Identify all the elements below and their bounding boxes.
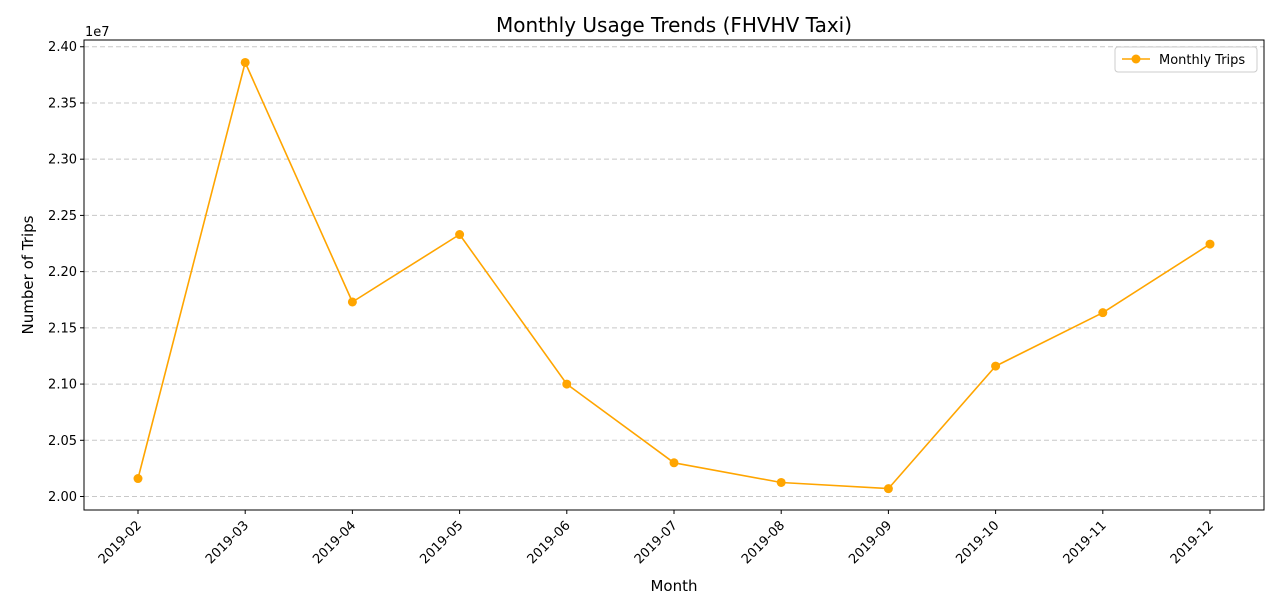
x-axis-label: Month bbox=[650, 577, 697, 595]
y-tick-label: 2.25 bbox=[48, 209, 77, 224]
legend-box bbox=[1114, 46, 1258, 73]
y-axis-ticks: 2.00 2.05 2.10 2.15 2.20 2.25 2.30 2.35 2.40 bbox=[48, 40, 84, 505]
data-point bbox=[991, 361, 1001, 371]
data-point bbox=[1098, 308, 1108, 318]
y-tick-label: 2.15 bbox=[48, 321, 77, 336]
y-tick-label: 2.20 bbox=[48, 265, 77, 280]
data-point bbox=[347, 297, 357, 307]
data-point bbox=[455, 230, 465, 240]
data-point bbox=[133, 474, 143, 484]
y-tick-label: 2.10 bbox=[48, 378, 77, 393]
legend-marker-swatch bbox=[1131, 54, 1141, 64]
legend: Monthly Trips bbox=[1114, 46, 1258, 73]
data-point bbox=[562, 379, 572, 389]
y-tick-label: 2.35 bbox=[48, 96, 77, 111]
y-axis-label: Number of Trips bbox=[19, 215, 37, 334]
grid-lines bbox=[84, 46, 1264, 498]
y-offset-label: 1e7 bbox=[85, 25, 110, 40]
chart-title: Monthly Usage Trends (FHVHV Taxi) bbox=[496, 13, 852, 37]
plot-frame bbox=[83, 39, 1265, 511]
data-point bbox=[1205, 239, 1215, 249]
y-tick-label: 2.00 bbox=[48, 490, 77, 505]
data-point bbox=[883, 484, 893, 494]
y-tick-label: 2.05 bbox=[48, 434, 77, 449]
data-point bbox=[240, 57, 250, 67]
y-tick-label: 2.30 bbox=[48, 153, 77, 168]
data-point bbox=[776, 477, 786, 487]
legend-label: Monthly Trips bbox=[1159, 53, 1245, 68]
series-layer bbox=[133, 57, 1215, 494]
y-tick-label: 2.40 bbox=[48, 40, 77, 55]
data-point bbox=[669, 458, 679, 468]
